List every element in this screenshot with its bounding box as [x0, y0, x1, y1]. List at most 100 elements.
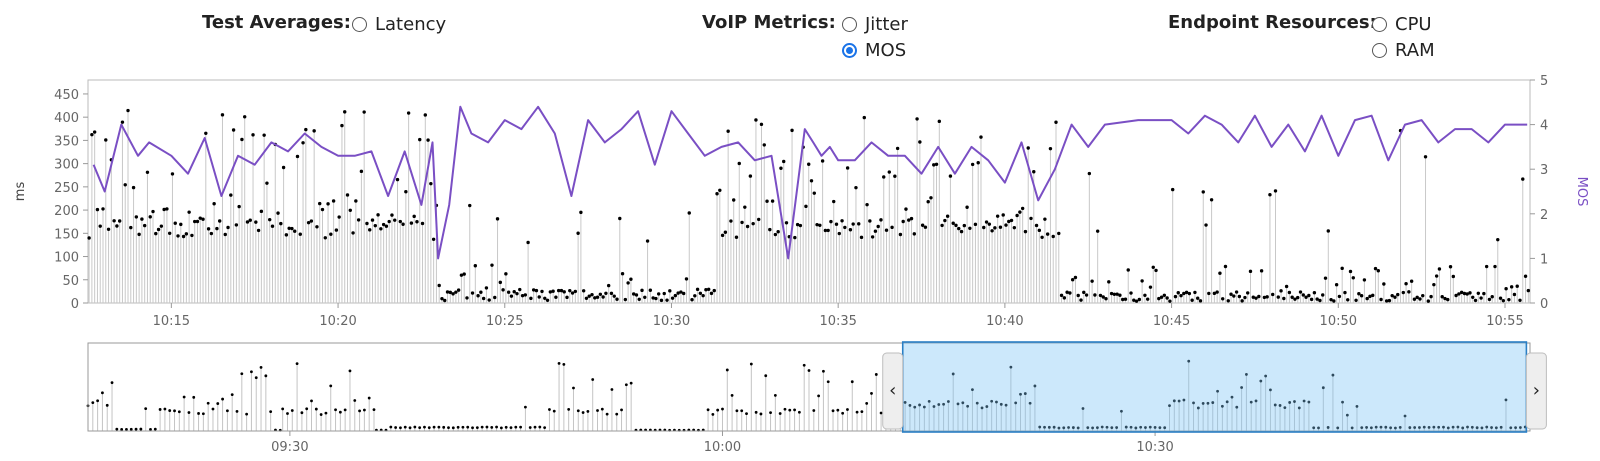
overview-point: [1293, 400, 1296, 403]
latency-point: [523, 293, 528, 297]
latency-point: [882, 175, 886, 179]
latency-point: [276, 211, 280, 215]
latency-point: [990, 229, 994, 233]
latency-point: [1176, 291, 1180, 295]
latency-point: [437, 283, 441, 288]
overview-point: [1115, 426, 1119, 429]
latency-point: [490, 263, 494, 267]
latency-point: [290, 226, 294, 231]
overview-navigator[interactable]: 09:30 10:00 10:30 ‹ ›: [0, 341, 1600, 461]
latency-point: [395, 177, 400, 182]
latency-point: [751, 221, 755, 226]
overview-point: [620, 408, 623, 412]
y-right-tick-label: 2: [1540, 208, 1548, 223]
latency-point: [1407, 290, 1411, 294]
latency-point: [1093, 293, 1097, 297]
latency-point: [234, 223, 239, 227]
latency-point: [1401, 290, 1406, 295]
latency-point: [890, 225, 894, 230]
overview-point: [432, 425, 436, 429]
latency-point: [1112, 292, 1117, 296]
latency-point: [1118, 293, 1122, 297]
jitter-radio[interactable]: Jitter: [842, 14, 908, 35]
latency-point: [1062, 296, 1067, 300]
overview-point: [1071, 426, 1075, 429]
overview-point: [1470, 425, 1474, 429]
latency-point: [909, 216, 914, 221]
latency-point: [784, 221, 789, 225]
latency-point: [804, 204, 808, 209]
ram-radio-circle[interactable]: [1372, 43, 1387, 58]
overview-point: [372, 408, 376, 412]
latency-point: [834, 222, 839, 226]
overview-selection[interactable]: ‹ ›: [882, 341, 1547, 433]
latency-point: [262, 133, 266, 137]
latency-point: [131, 185, 136, 190]
jitter-radio-circle[interactable]: [842, 17, 857, 32]
latency-point: [1343, 290, 1347, 295]
overview-point: [442, 425, 446, 429]
latency-point: [215, 226, 219, 231]
overview-point: [1038, 425, 1042, 429]
main-chart[interactable]: 0 50 100 150 200 250 300 350 400 450 0 1 2 3 4 5 10:15 10…: [0, 72, 1600, 407]
latency-point: [320, 207, 325, 212]
overview-point: [1307, 400, 1311, 404]
latency-point: [715, 192, 719, 196]
ram-radio[interactable]: RAM: [1372, 40, 1435, 61]
latency-point: [540, 289, 544, 294]
latency-point: [1170, 187, 1175, 192]
latency-point: [773, 232, 778, 237]
overview-point: [206, 401, 210, 405]
cpu-radio-circle[interactable]: [1372, 17, 1387, 32]
overview-point: [177, 410, 181, 414]
latency-radio[interactable]: Latency: [352, 14, 446, 35]
latency-point: [554, 295, 558, 299]
latency-point: [1059, 293, 1064, 298]
overview-point: [1148, 425, 1152, 429]
latency-point: [1098, 293, 1103, 298]
latency-point: [1368, 294, 1372, 299]
latency-point: [948, 174, 953, 178]
latency-point: [590, 292, 594, 297]
latency-point: [287, 226, 291, 230]
mos-line: [92, 105, 1528, 260]
latency-point: [1148, 285, 1153, 289]
latency-point: [356, 218, 361, 222]
latency-point: [520, 293, 525, 298]
latency-point: [629, 277, 633, 281]
latency-point: [1309, 297, 1314, 302]
latency-point: [598, 292, 603, 296]
latency-point: [156, 227, 161, 232]
y-right-tick-label: 4: [1540, 119, 1548, 134]
overview-point: [913, 405, 917, 409]
overview-point: [1129, 425, 1133, 429]
latency-point: [1221, 297, 1225, 301]
latency-point: [259, 209, 264, 214]
latency-point: [401, 222, 405, 226]
chevron-left-icon[interactable]: ‹: [882, 352, 904, 430]
latency-point: [518, 287, 522, 292]
latency-point: [293, 229, 297, 233]
cpu-radio[interactable]: CPU: [1372, 14, 1432, 35]
latency-point: [709, 291, 714, 296]
latency-point: [1095, 229, 1100, 233]
latency-point: [1457, 292, 1461, 296]
overview-point: [980, 406, 984, 410]
overview-point: [466, 425, 470, 429]
mos-radio-circle[interactable]: [842, 43, 857, 58]
latency-point: [676, 291, 680, 295]
overview-point: [329, 384, 333, 388]
latency-point: [690, 297, 694, 302]
overview-point: [300, 411, 304, 415]
chevron-right-icon[interactable]: ›: [1525, 352, 1547, 430]
ram-option-label: RAM: [1395, 40, 1435, 61]
mos-radio[interactable]: MOS: [842, 40, 906, 61]
latency-point: [668, 289, 672, 293]
latency-point: [593, 296, 597, 300]
latency-point: [968, 226, 972, 230]
overview-point: [1124, 425, 1128, 429]
latency-point: [987, 222, 992, 226]
latency-radio-circle[interactable]: [352, 17, 367, 32]
latency-point: [1362, 278, 1367, 282]
latency-point: [309, 219, 314, 223]
